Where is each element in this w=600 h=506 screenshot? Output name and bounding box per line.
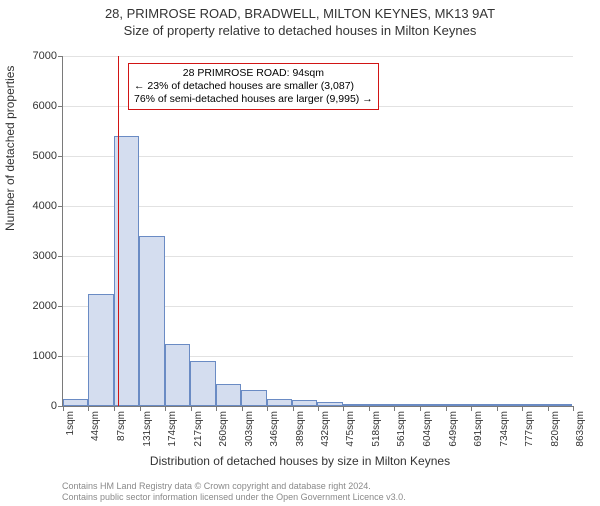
- ytick-label: 0: [51, 400, 63, 412]
- xtick-label: 432sqm: [318, 411, 331, 447]
- histogram-bar: [165, 344, 190, 407]
- info-box-line: 28 PRIMROSE ROAD: 94sqm: [134, 67, 373, 80]
- xtick-label: 820sqm: [548, 411, 561, 447]
- ytick-label: 5000: [33, 150, 63, 162]
- xtick-label: 389sqm: [293, 411, 306, 447]
- title-line-2: Size of property relative to detached ho…: [0, 23, 600, 38]
- xtick-label: 475sqm: [343, 411, 356, 447]
- histogram-bar: [292, 400, 317, 406]
- ytick-label: 1000: [33, 350, 63, 362]
- xtick-label: 518sqm: [369, 411, 382, 447]
- xtick-label: 777sqm: [522, 411, 535, 447]
- title-line-1: 28, PRIMROSE ROAD, BRADWELL, MILTON KEYN…: [0, 6, 600, 21]
- info-box: 28 PRIMROSE ROAD: 94sqm← 23% of detached…: [128, 63, 379, 110]
- y-axis-label: Number of detached properties: [3, 66, 17, 231]
- chart-plot-area: 010002000300040005000600070001sqm44sqm87…: [62, 56, 573, 407]
- xtick-label: 734sqm: [497, 411, 510, 447]
- histogram-bar: [546, 404, 571, 406]
- histogram-bar: [63, 399, 88, 407]
- xtick-label: 260sqm: [216, 411, 229, 447]
- gridline-h: [63, 156, 573, 157]
- info-box-line: 76% of semi-detached houses are larger (…: [134, 93, 373, 106]
- histogram-bar: [394, 404, 419, 406]
- histogram-bar: [317, 402, 342, 406]
- histogram-bar: [343, 404, 368, 406]
- xtick-label: 131sqm: [140, 411, 153, 447]
- ytick-label: 3000: [33, 250, 63, 262]
- xtick-label: 217sqm: [191, 411, 204, 447]
- xtick-label: 649sqm: [446, 411, 459, 447]
- info-box-line: ← 23% of detached houses are smaller (3,…: [134, 80, 373, 93]
- histogram-bar: [419, 404, 444, 406]
- footer-line-2: Contains public sector information licen…: [62, 492, 406, 503]
- ytick-label: 4000: [33, 200, 63, 212]
- xtick-label: 303sqm: [242, 411, 255, 447]
- xtick-label: 561sqm: [394, 411, 407, 447]
- histogram-bar: [139, 236, 164, 406]
- xtick-label: 174sqm: [165, 411, 178, 447]
- x-axis-label: Distribution of detached houses by size …: [0, 454, 600, 468]
- xtick-label: 1sqm: [63, 411, 76, 435]
- gridline-h: [63, 206, 573, 207]
- marker-line: [118, 56, 119, 406]
- gridline-h: [63, 56, 573, 57]
- footer-line-1: Contains HM Land Registry data © Crown c…: [62, 481, 406, 492]
- xtick-label: 44sqm: [88, 411, 101, 441]
- xtick-label: 604sqm: [420, 411, 433, 447]
- ytick-label: 7000: [33, 50, 63, 62]
- histogram-bar: [190, 361, 215, 406]
- histogram-bar: [216, 384, 241, 407]
- histogram-bar: [88, 294, 113, 407]
- xtick-label: 863sqm: [573, 411, 586, 447]
- histogram-bar: [470, 404, 495, 406]
- histogram-bar: [368, 404, 393, 406]
- ytick-label: 2000: [33, 300, 63, 312]
- histogram-bar: [521, 404, 546, 406]
- xtick-label: 346sqm: [267, 411, 280, 447]
- histogram-bar: [267, 399, 292, 407]
- ytick-label: 6000: [33, 100, 63, 112]
- histogram-bar: [241, 390, 266, 406]
- xtick-label: 87sqm: [114, 411, 127, 441]
- histogram-bar: [445, 404, 470, 406]
- xtick-label: 691sqm: [471, 411, 484, 447]
- histogram-bar: [495, 404, 520, 406]
